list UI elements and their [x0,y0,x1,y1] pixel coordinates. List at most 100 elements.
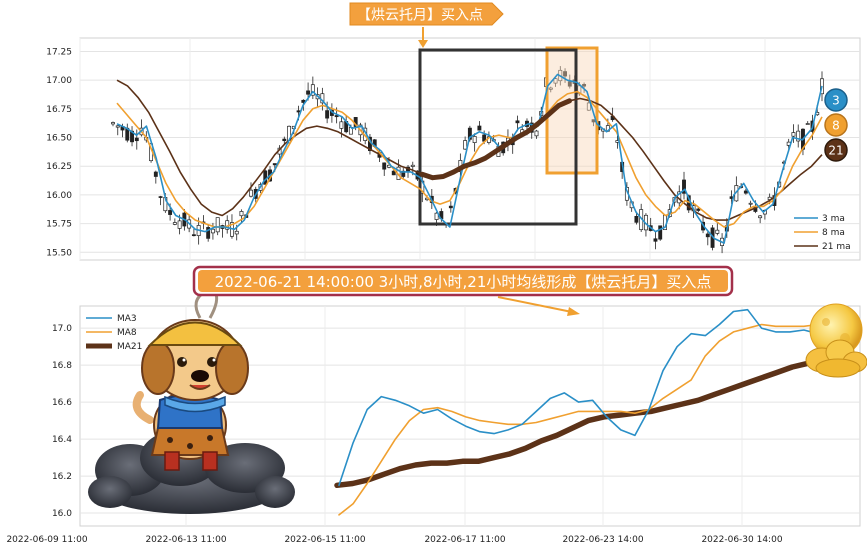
candle-body [391,170,396,176]
candle-body [563,71,567,77]
candle-body [715,229,720,234]
candle-body [215,217,220,233]
bottom-line-chart: 16.0 16.2 16.4 16.6 16.8 17.0 MA3 MA8 MA21 [6,290,867,545]
top-ma-lines [116,73,823,244]
middle-banner: 2022-06-21 14:00:00 3小时,8小时,21小时均线形成【烘云托… [192,265,734,316]
bottom-x-ticks: 2022-06-09 11:00 2022-06-13 11:00 2022-06-… [6,535,782,545]
top-banner-text: 【烘云托月】买入点 [357,8,483,24]
bottom-y-tick-label: 17.0 [52,324,72,334]
ma21-highlight-segment [419,98,572,181]
candle-body [177,220,182,229]
candle-body [586,102,591,111]
bottom-legend: MA3 MA8 MA21 [86,314,142,352]
golden-cloud-icon [805,339,867,378]
candle-body [158,196,163,198]
candle-body [805,123,810,125]
candle-body [582,84,587,87]
bottom-y-tick-label: 16.4 [52,435,72,445]
top-y-tick-label: 16.00 [46,191,72,201]
candle-body [758,215,763,219]
moon-illustration [805,303,867,378]
top-y-tick-label: 16.25 [46,162,72,172]
candle-body [534,130,539,137]
candle-body [658,225,663,240]
top-y-tick-label: 16.50 [46,134,72,144]
candle-body [634,216,639,223]
candle-body [325,110,330,119]
candle-body [210,228,215,234]
top-candlestick-chart: 15.50 15.75 16.00 16.25 16.50 16.75 17.00 17.25… [46,37,861,261]
candle-body [743,190,748,194]
top-grid [79,38,860,260]
candle-body [434,212,439,220]
end-marker-21 [824,138,848,162]
bottom-x-tick-label: 2022-06-13 11:00 [145,535,226,545]
candle-body [567,81,572,87]
candle-body [515,120,520,124]
legend-label-3ma: 3 ma [822,214,845,224]
candle-body [234,230,239,235]
middle-banner-text: 2022-06-21 14:00:00 3小时,8小时,21小时均线形成【烘云托… [215,273,712,291]
candle-body [410,164,415,167]
top-banner-shape [349,2,504,26]
bottom-x-tick-label: 2022-06-30 14:00 [701,535,782,545]
ma3-line [116,73,823,244]
MA8-line [338,323,819,516]
middle-banner-arrow [497,296,573,313]
dog-icon [132,290,249,471]
candle-body [153,171,158,177]
candle-body [463,140,468,150]
candle-body [272,163,277,166]
bottom-x-tick-label: 2022-06-09 11:00 [6,535,87,545]
legend-label-MA3: MA3 [117,314,137,324]
MA3-line [338,308,819,487]
dog-on-cloud-illustration [88,290,295,514]
candle-body [306,90,311,95]
candle-body [310,84,315,96]
candle-body [448,205,453,209]
candle-body [748,202,753,205]
candle-body [287,125,292,144]
top-y-ticks: 15.50 15.75 16.00 16.25 16.50 16.75 17.00 17.25 [46,47,72,258]
candle-body [334,115,339,118]
candle-body [206,227,211,239]
top-y-tick-label: 17.25 [46,47,72,57]
end-marker-8 [824,113,848,137]
ma-end-markers: 3 8 21 [824,88,848,162]
end-marker-3-label: 3 [832,94,840,108]
top-y-tick-label: 16.75 [46,105,72,115]
legend-label-MA21: MA21 [117,342,142,352]
bottom-x-tick-label: 2022-06-15 11:00 [284,535,365,545]
top-y-tick-label: 15.50 [46,248,72,258]
end-marker-8-label: 8 [832,119,840,133]
bottom-x-tick-label: 2022-06-17 11:00 [424,535,505,545]
candle-body [172,222,177,225]
candle-body [705,233,710,238]
candle-body [548,87,553,90]
candle-body [263,170,268,185]
candle-body [249,189,253,197]
bottom-y-tick-label: 16.8 [52,361,72,371]
middle-banner-fill [198,270,728,292]
top-y-tick-label: 17.00 [46,76,72,86]
candle-body [191,234,196,237]
candle-body [696,208,701,211]
top-banner: 【烘云托月】买入点 [349,2,504,48]
candle-body [239,211,244,217]
end-marker-3 [824,88,848,112]
bottom-ma-lines [334,308,819,516]
top-legend: 3 ma 8 ma 21 ma [794,214,851,252]
legend-label-MA8: MA8 [117,328,137,338]
candle-body [339,121,344,129]
candle-body [577,85,582,95]
top-y-tick-label: 15.75 [46,220,72,230]
candle-body [296,110,301,113]
candle-body [168,210,173,215]
bottom-y-tick-label: 16.6 [52,398,72,408]
candle-body [653,238,658,242]
candle-body [796,130,801,142]
candle-body [553,78,558,84]
candle-body [682,179,686,194]
candle-body [134,137,139,142]
bottom-y-tick-label: 16.0 [52,509,72,519]
